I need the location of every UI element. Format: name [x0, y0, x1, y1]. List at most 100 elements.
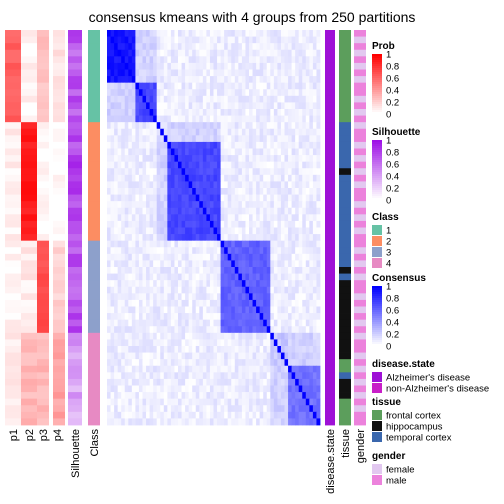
consensus-cell-33-23: [188, 247, 193, 255]
consensus-cell-59-28: [206, 418, 211, 426]
consensus-cell-46-11: [146, 332, 150, 340]
consensus-cell-27-35: [231, 207, 236, 215]
consensus-cell-3-47: [273, 49, 278, 57]
tissue-cell-18: [339, 148, 351, 156]
consensus-cell-23-47: [273, 181, 278, 189]
consensus-cell-7-19: [174, 76, 179, 84]
consensus-cell-0-31: [217, 30, 221, 37]
consensus-cell-40-14: [156, 293, 161, 301]
consensus-cell-53-47: [273, 378, 278, 386]
consensus-cell-43-0: [107, 313, 111, 321]
consensus-cell-37-7: [131, 273, 136, 281]
consensus-cell-24-19: [174, 188, 179, 195]
consensus-cell-0-4: [121, 30, 126, 37]
annotation-cell-p1-34: [5, 253, 21, 261]
consensus-cell-7-0: [107, 76, 111, 84]
consensus-cell-11-27: [202, 102, 207, 110]
consensus-cell-45-50: [284, 326, 289, 334]
consensus-cell-21-36: [234, 168, 239, 176]
consensus-cell-20-48: [277, 161, 282, 169]
consensus-cell-7-47: [273, 76, 278, 84]
consensus-cell-29-42: [256, 220, 261, 228]
annotation-cell-p1-12: [5, 109, 21, 116]
annotation-cell-p2-11: [21, 102, 37, 110]
consensus-cell-27-22: [185, 207, 190, 215]
consensus-cell-52-18: [170, 372, 175, 380]
legend-prob-gradient-step-28: [372, 110, 382, 113]
consensus-cell-57-2: [114, 405, 119, 413]
consensus-cell-45-39: [245, 326, 250, 334]
annotation-cell-p2-51: [21, 365, 37, 373]
tissue-cell-45: [339, 326, 351, 334]
consensus-cell-5-9: [138, 62, 143, 70]
consensus-cell-45-54: [298, 326, 303, 334]
annotation-cell-sil-50: [68, 359, 82, 367]
consensus-cell-35-45: [266, 260, 271, 268]
consensus-cell-31-56: [305, 234, 310, 242]
consensus-cell-9-58: [312, 89, 317, 97]
gender-cell-56: [354, 398, 366, 406]
consensus-cell-18-41: [252, 148, 257, 156]
consensus-cell-20-4: [121, 161, 126, 169]
consensus-cell-30-19: [174, 227, 179, 235]
consensus-cell-52-10: [142, 372, 147, 380]
consensus-cell-36-54: [298, 267, 303, 274]
consensus-cell-31-13: [153, 234, 158, 242]
consensus-cell-31-38: [241, 234, 246, 242]
consensus-cell-1-46: [270, 36, 275, 44]
consensus-cell-10-34: [227, 95, 232, 103]
tissue-cell-31: [339, 234, 351, 242]
consensus-cell-56-13: [153, 398, 158, 406]
consensus-cell-26-56: [305, 201, 310, 209]
consensus-cell-48-43: [259, 346, 264, 353]
annotation-cell-p3-25: [37, 194, 49, 202]
consensus-cell-35-4: [121, 260, 126, 268]
consensus-cell-55-18: [170, 392, 175, 400]
consensus-cell-4-42: [256, 56, 261, 64]
consensus-cell-1-0: [107, 36, 111, 44]
consensus-cell-15-11: [146, 128, 150, 136]
consensus-cell-7-6: [128, 76, 133, 84]
consensus-cell-41-8: [135, 299, 140, 307]
consensus-cell-33-34: [227, 247, 232, 255]
consensus-cell-39-13: [153, 286, 158, 294]
tissue-cell-28: [339, 214, 351, 222]
consensus-cell-21-40: [249, 168, 253, 176]
consensus-cell-7-8: [135, 76, 140, 84]
consensus-cell-6-5: [124, 69, 129, 77]
legend-silhouette-gradient-step-1: [372, 142, 382, 145]
consensus-cell-19-42: [256, 155, 261, 163]
consensus-cell-7-35: [231, 76, 236, 84]
consensus-cell-36-7: [131, 267, 136, 274]
consensus-cell-32-23: [188, 240, 193, 248]
consensus-cell-23-52: [291, 181, 296, 189]
consensus-cell-41-23: [188, 299, 193, 307]
consensus-cell-51-9: [138, 365, 143, 373]
consensus-cell-55-27: [202, 392, 207, 400]
consensus-cell-6-59: [316, 69, 321, 77]
consensus-cell-3-1: [110, 49, 115, 57]
consensus-cell-5-46: [270, 62, 275, 70]
consensus-cell-11-6: [128, 102, 133, 110]
consensus-cell-13-10: [142, 115, 147, 123]
consensus-cell-2-43: [259, 43, 264, 51]
consensus-cell-36-4: [121, 267, 126, 274]
consensus-cell-35-32: [220, 260, 225, 268]
annotation-cell-p1-9: [5, 89, 21, 97]
consensus-cell-18-5: [124, 148, 129, 156]
consensus-cell-40-6: [128, 293, 133, 301]
consensus-cell-15-23: [188, 128, 193, 136]
consensus-cell-10-12: [149, 95, 154, 103]
consensus-cell-14-30: [213, 122, 218, 130]
gender-cell-13: [354, 115, 366, 123]
consensus-cell-25-10: [142, 194, 147, 202]
consensus-cell-1-14: [156, 36, 161, 44]
consensus-cell-49-47: [273, 352, 278, 360]
consensus-cell-45-23: [188, 326, 193, 334]
consensus-cell-55-59: [316, 392, 321, 400]
consensus-cell-9-19: [174, 89, 179, 97]
consensus-cell-8-25: [195, 82, 200, 90]
consensus-cell-14-29: [209, 122, 214, 130]
annotation-cell-p3-49: [37, 352, 49, 360]
consensus-cell-57-34: [227, 405, 232, 413]
